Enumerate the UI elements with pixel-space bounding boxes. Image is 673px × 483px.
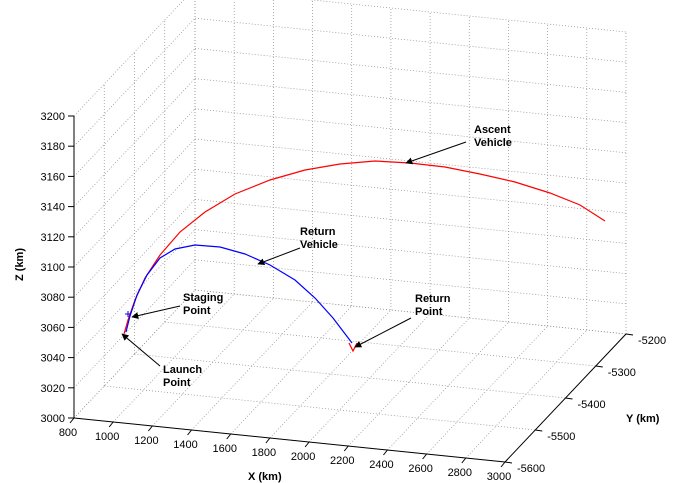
- z-tick-label: 3180: [41, 141, 65, 153]
- floor-grid-line: [104, 385, 536, 431]
- ascent-vehicle-arrow: [405, 141, 467, 165]
- x-tick-label: 2200: [330, 455, 354, 467]
- x-tick-label: 2600: [408, 463, 432, 475]
- x-tick-mark: [147, 425, 153, 432]
- return-point-label: Return: [415, 293, 451, 305]
- grid-lines: [73, 0, 627, 463]
- x-tick-label: 3000: [487, 471, 511, 483]
- x-tick-mark: [226, 433, 232, 440]
- x-tick-mark: [304, 441, 310, 448]
- left-wall-grid-line: [73, 48, 196, 177]
- return-vehicle-arrow: [257, 247, 301, 266]
- z-tick-label: 3140: [41, 202, 65, 214]
- x-axis-line: [73, 417, 506, 463]
- x-tick-mark: [383, 449, 388, 456]
- y-tick-label: -5200: [638, 335, 666, 347]
- back-wall-grid-line: [194, 229, 627, 274]
- z-tick-label: 3200: [41, 111, 65, 123]
- x-tick-label: 2400: [369, 459, 393, 471]
- back-wall-grid-line: [309, 0, 627, 33]
- back-wall-grid-line: [194, 17, 627, 63]
- floor-grid-line: [164, 321, 596, 367]
- z-tick-label: 3120: [41, 232, 65, 244]
- staging-point-label: Point: [183, 305, 211, 317]
- return-point-label: Point: [415, 306, 443, 318]
- launch-point-label: Launch: [163, 364, 202, 376]
- x-tick-label: 2800: [448, 467, 472, 479]
- y-tick-label: -5600: [517, 463, 545, 475]
- floor-grid-line: [230, 305, 352, 435]
- x-tick-label: 1200: [134, 435, 158, 447]
- back-wall-grid-line: [194, 168, 627, 214]
- annotations: AscentVehicleReturnVehicleStagingPointRe…: [121, 124, 512, 389]
- x-tick-mark: [187, 429, 192, 436]
- x-tick-mark: [422, 453, 428, 460]
- left-wall-grid-line: [73, 78, 196, 207]
- z-tick-label: 3100: [41, 262, 65, 274]
- staging-point-label: Staging: [183, 292, 223, 304]
- ascent-vehicle-label: Vehicle: [474, 137, 512, 149]
- return-vehicle-label: Vehicle: [300, 239, 338, 251]
- tick-labels: 800 1000 1200 1400 1600 1800 2000 2200 2400 2600 2…: [41, 111, 667, 483]
- x-tick-mark: [461, 457, 467, 464]
- y-tick-mark: [504, 461, 513, 464]
- y-tick-mark: [535, 429, 543, 432]
- back-wall-grid-line: [194, 108, 627, 154]
- y-tick-label: -5500: [547, 431, 575, 443]
- back-wall-grid-line: [194, 259, 627, 305]
- x-tick-mark: [343, 445, 349, 452]
- y-axis-label: Y (km): [626, 413, 660, 425]
- launch-point-arrow: [121, 333, 161, 367]
- x-tick-label: 1400: [173, 439, 197, 451]
- x-tick-label: 1600: [212, 443, 236, 455]
- floor-grid-line: [348, 317, 470, 447]
- staging-point-arrow: [131, 305, 181, 320]
- y-tick-label: -5300: [608, 367, 636, 379]
- z-tick-label: 3000: [41, 413, 65, 425]
- x-tick-label: 2000: [291, 451, 315, 463]
- return-trajectory-line: [125, 244, 353, 344]
- z-tick-label: 3060: [41, 322, 65, 334]
- back-wall-grid-line: [194, 48, 627, 93]
- left-wall-grid-line: [73, 17, 196, 147]
- ascent-vehicle-label: Ascent: [474, 124, 511, 136]
- y-tick-mark: [595, 365, 603, 368]
- z-axis-label: Z (km): [14, 248, 26, 281]
- return-vehicle-label: Return: [300, 226, 336, 238]
- x-tick-mark: [265, 437, 271, 444]
- launch-point-label: Point: [163, 377, 191, 389]
- x-tick-mark: [108, 421, 114, 428]
- back-wall-grid-line: [194, 78, 627, 123]
- back-wall-grid-line: [194, 199, 627, 244]
- x-tick-label: 800: [59, 427, 77, 439]
- return-point-arrow: [354, 317, 412, 348]
- floor-grid-line: [269, 309, 392, 439]
- z-tick-label: 3040: [41, 353, 65, 365]
- x-tick-mark: [69, 417, 75, 424]
- staging-point-marker: [125, 311, 131, 317]
- floor-grid-line: [308, 313, 431, 443]
- z-tick-label: 3160: [41, 171, 65, 183]
- x-tick-label: 1800: [252, 447, 276, 459]
- floor-grid-line: [191, 301, 313, 431]
- y-tick-label: -5400: [578, 399, 606, 411]
- y-tick-mark: [625, 333, 634, 336]
- back-wall-grid-line: [194, 289, 627, 335]
- z-tick-label: 3020: [41, 383, 65, 395]
- x-axis-label: X (km): [248, 471, 282, 483]
- z-tick-label: 3080: [41, 292, 65, 304]
- axes-frame: [68, 115, 634, 468]
- floor-grid-line: [134, 353, 566, 399]
- x-tick-mark: [500, 461, 506, 468]
- trajectory-series: [123, 160, 606, 353]
- x-tick-label: 1000: [95, 431, 119, 443]
- y-tick-mark: [565, 397, 573, 400]
